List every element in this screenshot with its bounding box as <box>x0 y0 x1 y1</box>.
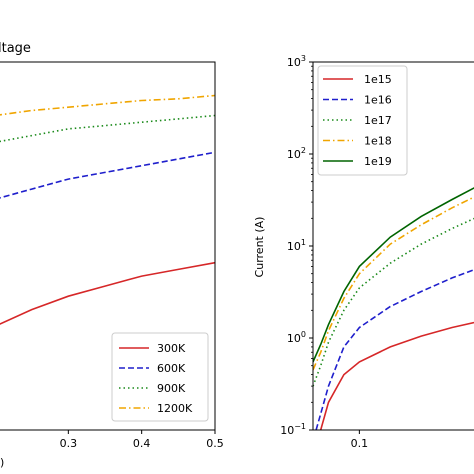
left-x-ticks: 0.3 0.4 0.5 <box>60 430 224 450</box>
left-legend-label-900k: 900K <box>157 382 186 395</box>
left-series-900k <box>0 114 216 143</box>
left-series-300k <box>0 261 216 325</box>
left-x-tick-label: 0.3 <box>60 437 78 450</box>
right-series-group <box>313 187 474 430</box>
right-legend-label-1e17: 1e17 <box>364 114 392 127</box>
right-x-tick-label: 0.1 <box>351 437 369 450</box>
left-x-axis-label: ) <box>0 456 4 469</box>
right-y-tick-label: 100 <box>287 330 306 345</box>
right-legend-label-1e18: 1e18 <box>364 135 392 148</box>
left-legend-label-1200k: 1200K <box>157 402 193 415</box>
left-x-tick-label: 0.5 <box>206 437 224 450</box>
right-y-ticks: 10−1 100 101 102 103 <box>280 54 313 437</box>
right-series-1e15 <box>319 321 474 430</box>
right-legend-label-1e16: 1e16 <box>364 94 392 107</box>
right-y-axis-label: Current (A) <box>253 217 266 278</box>
left-legend-label-300k: 300K <box>157 342 186 355</box>
right-y-tick-label: 102 <box>287 146 306 161</box>
left-x-tick-label: 0.4 <box>133 437 151 450</box>
left-chart: ltage 0.3 0.4 0.5 ) 300K 600K 900K 1200K <box>0 41 224 469</box>
left-chart-title: ltage <box>0 41 31 56</box>
right-legend-label-1e15: 1e15 <box>364 73 392 86</box>
right-series-1e16 <box>315 268 474 430</box>
right-y-tick-label: 101 <box>287 238 306 253</box>
left-legend-box <box>111 332 209 422</box>
right-y-tick-label: 103 <box>287 54 306 69</box>
right-legend-label-1e19: 1e19 <box>364 155 392 168</box>
left-plot-frame <box>0 61 216 431</box>
right-x-ticks: 0.1 <box>351 430 369 450</box>
right-y-tick-label: 10−1 <box>280 422 306 437</box>
right-legend-box <box>317 65 408 176</box>
left-series-600k <box>0 151 216 199</box>
right-series-1e17 <box>313 217 474 387</box>
left-legend-label-600k: 600K <box>157 362 186 375</box>
right-series-1e19 <box>313 187 474 363</box>
left-series-1200k <box>0 94 216 116</box>
left-legend: 300K 600K 900K 1200K <box>111 332 209 422</box>
right-series-1e18 <box>313 196 474 371</box>
left-series-group <box>0 94 216 325</box>
right-legend: 1e15 1e16 1e17 1e18 1e19 <box>317 65 408 176</box>
